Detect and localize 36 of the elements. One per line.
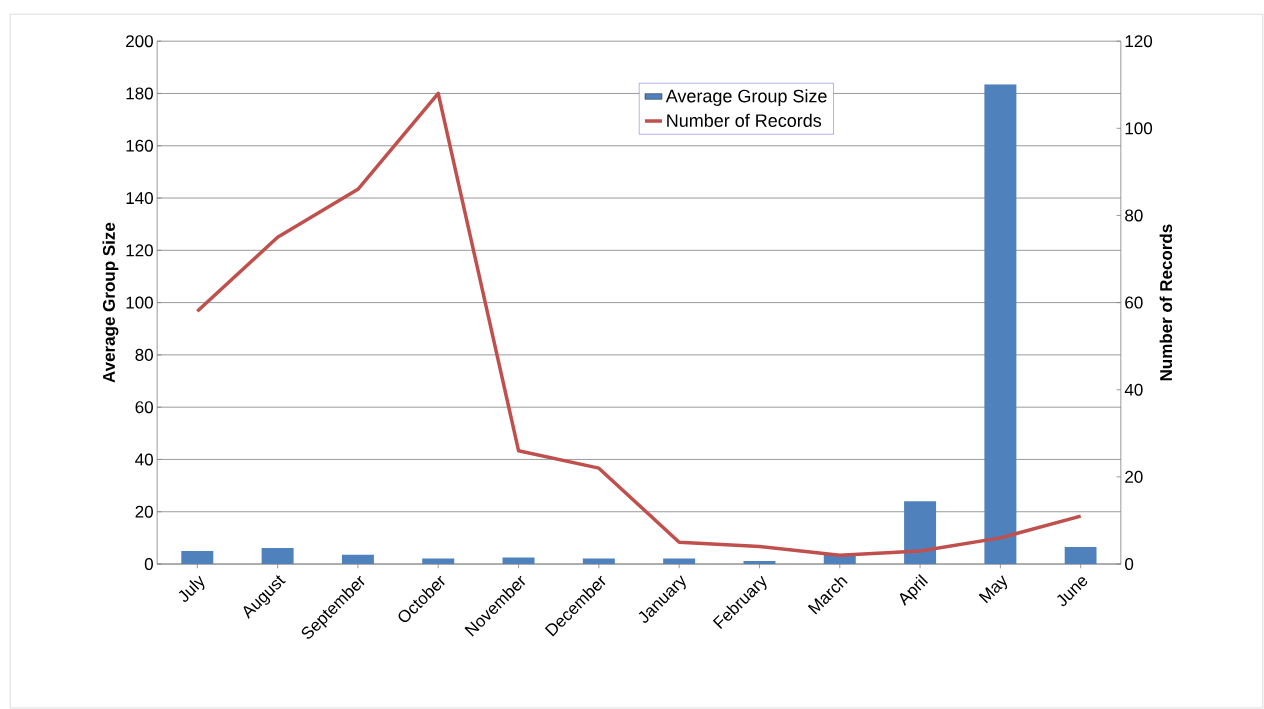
y2-tick-label: 80 (1125, 209, 1143, 222)
bar (502, 557, 535, 564)
y2-axis-title: Number of Records (1159, 224, 1173, 381)
y-tick-label: 120 (126, 244, 153, 257)
y2-tick-label: 20 (1125, 470, 1143, 483)
y-tick-label: 20 (135, 505, 153, 518)
y2-tick-label: 60 (1125, 296, 1143, 309)
bar (1064, 546, 1097, 564)
y-tick-label: 200 (126, 35, 153, 48)
line-series (195, 91, 1083, 557)
bar (984, 84, 1017, 564)
y-tick-label: 60 (135, 401, 153, 414)
bar (181, 550, 214, 564)
y-tick-label: 160 (126, 139, 153, 152)
bar (663, 558, 696, 564)
y2-tick-label: 40 (1124, 383, 1143, 396)
x-tick-label: May (978, 575, 1008, 604)
y-tick-label: 180 (126, 87, 153, 100)
y-tick-label: 40 (135, 453, 153, 466)
legend-label: Number of Records (667, 113, 822, 127)
y-tick-label: 100 (126, 296, 153, 309)
x-tick-label: July (178, 575, 205, 602)
bar (582, 558, 615, 564)
y-tick-label: 80 (135, 348, 153, 361)
y-tick-label: 0 (144, 557, 153, 570)
y2-tick-label: 0 (1125, 557, 1134, 570)
y-axis-title: Average Group Size (102, 222, 119, 383)
y-tick-label: 140 (126, 191, 153, 204)
bar (743, 560, 776, 564)
bar (904, 501, 937, 564)
y2-tick-label: 100 (1125, 122, 1153, 135)
bar (422, 558, 455, 564)
bar (341, 554, 374, 564)
bar (261, 547, 294, 564)
y2-tick-label: 120 (1125, 35, 1153, 48)
legend-label: Average Group Size (665, 89, 827, 106)
